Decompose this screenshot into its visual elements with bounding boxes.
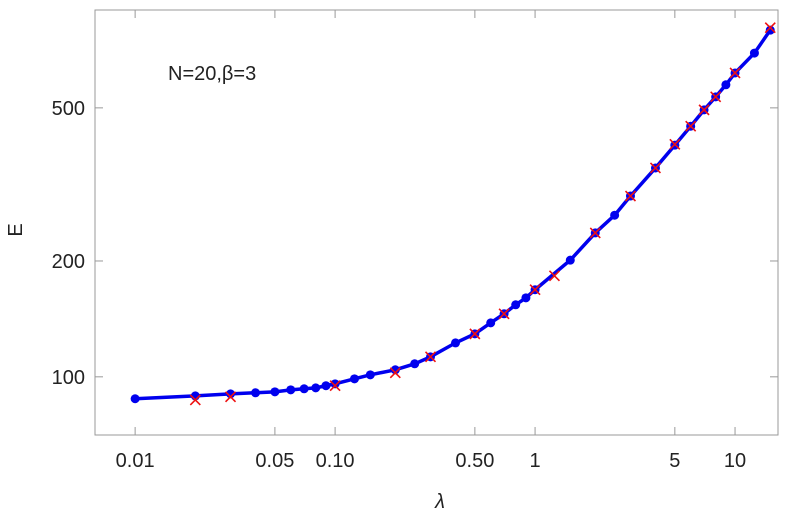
x-tick-label: 0.10 xyxy=(316,450,355,472)
dot-marker xyxy=(565,255,575,265)
dot-marker xyxy=(450,338,460,348)
x-tick-label: 0.05 xyxy=(255,450,294,472)
dot-marker xyxy=(270,387,280,397)
dot-marker xyxy=(349,374,359,384)
cross-marker xyxy=(669,138,681,150)
dot-marker xyxy=(511,300,521,310)
dot-marker xyxy=(286,385,296,395)
x-tick-label: 1 xyxy=(530,450,541,472)
dot-marker xyxy=(486,318,496,328)
cross-marker xyxy=(548,270,561,282)
cross-marker xyxy=(498,308,510,320)
y-tick-label: 200 xyxy=(52,251,85,273)
dot-marker xyxy=(365,370,375,380)
dot-marker xyxy=(610,210,620,220)
dot-marker xyxy=(721,80,731,90)
dot-marker xyxy=(311,383,321,393)
cross-marker xyxy=(329,380,341,392)
cross-marker xyxy=(710,91,722,103)
dot-marker xyxy=(226,389,236,399)
dot-marker xyxy=(130,394,140,404)
cross-marker xyxy=(698,104,710,116)
y-tick-label: 500 xyxy=(52,98,85,120)
cross-marker xyxy=(624,190,637,202)
x-tick-label: 0.50 xyxy=(455,450,494,472)
y-axis-label: E xyxy=(5,223,27,236)
cross-marker xyxy=(685,120,697,132)
cross-marker xyxy=(424,351,437,363)
cross-marker xyxy=(389,367,401,379)
y-tick-label: 100 xyxy=(52,367,85,389)
cross-marker xyxy=(469,328,481,340)
cross-marker xyxy=(729,67,741,79)
x-axis-label: λ xyxy=(434,491,445,513)
dot-marker xyxy=(299,384,309,394)
cross-marker xyxy=(764,22,776,34)
dot-marker xyxy=(251,388,261,398)
plot-frame xyxy=(94,9,779,436)
dot-marker xyxy=(390,365,400,375)
dot-marker xyxy=(321,381,331,391)
dot-marker xyxy=(521,293,531,303)
dot-marker xyxy=(330,379,340,389)
cross-marker xyxy=(224,391,237,403)
annotation: N=20,β=3 xyxy=(168,63,256,85)
x-tick-label: 10 xyxy=(724,450,746,472)
cross-marker xyxy=(529,284,541,296)
cross-marker xyxy=(649,162,662,174)
dot-marker xyxy=(765,25,775,35)
cross-marker xyxy=(189,394,201,406)
x-tick-label: 0.01 xyxy=(116,450,155,472)
dot-marker xyxy=(749,48,759,58)
cross-marker xyxy=(589,227,601,239)
dot-marker xyxy=(410,359,420,369)
x-tick-label: 5 xyxy=(669,450,680,472)
